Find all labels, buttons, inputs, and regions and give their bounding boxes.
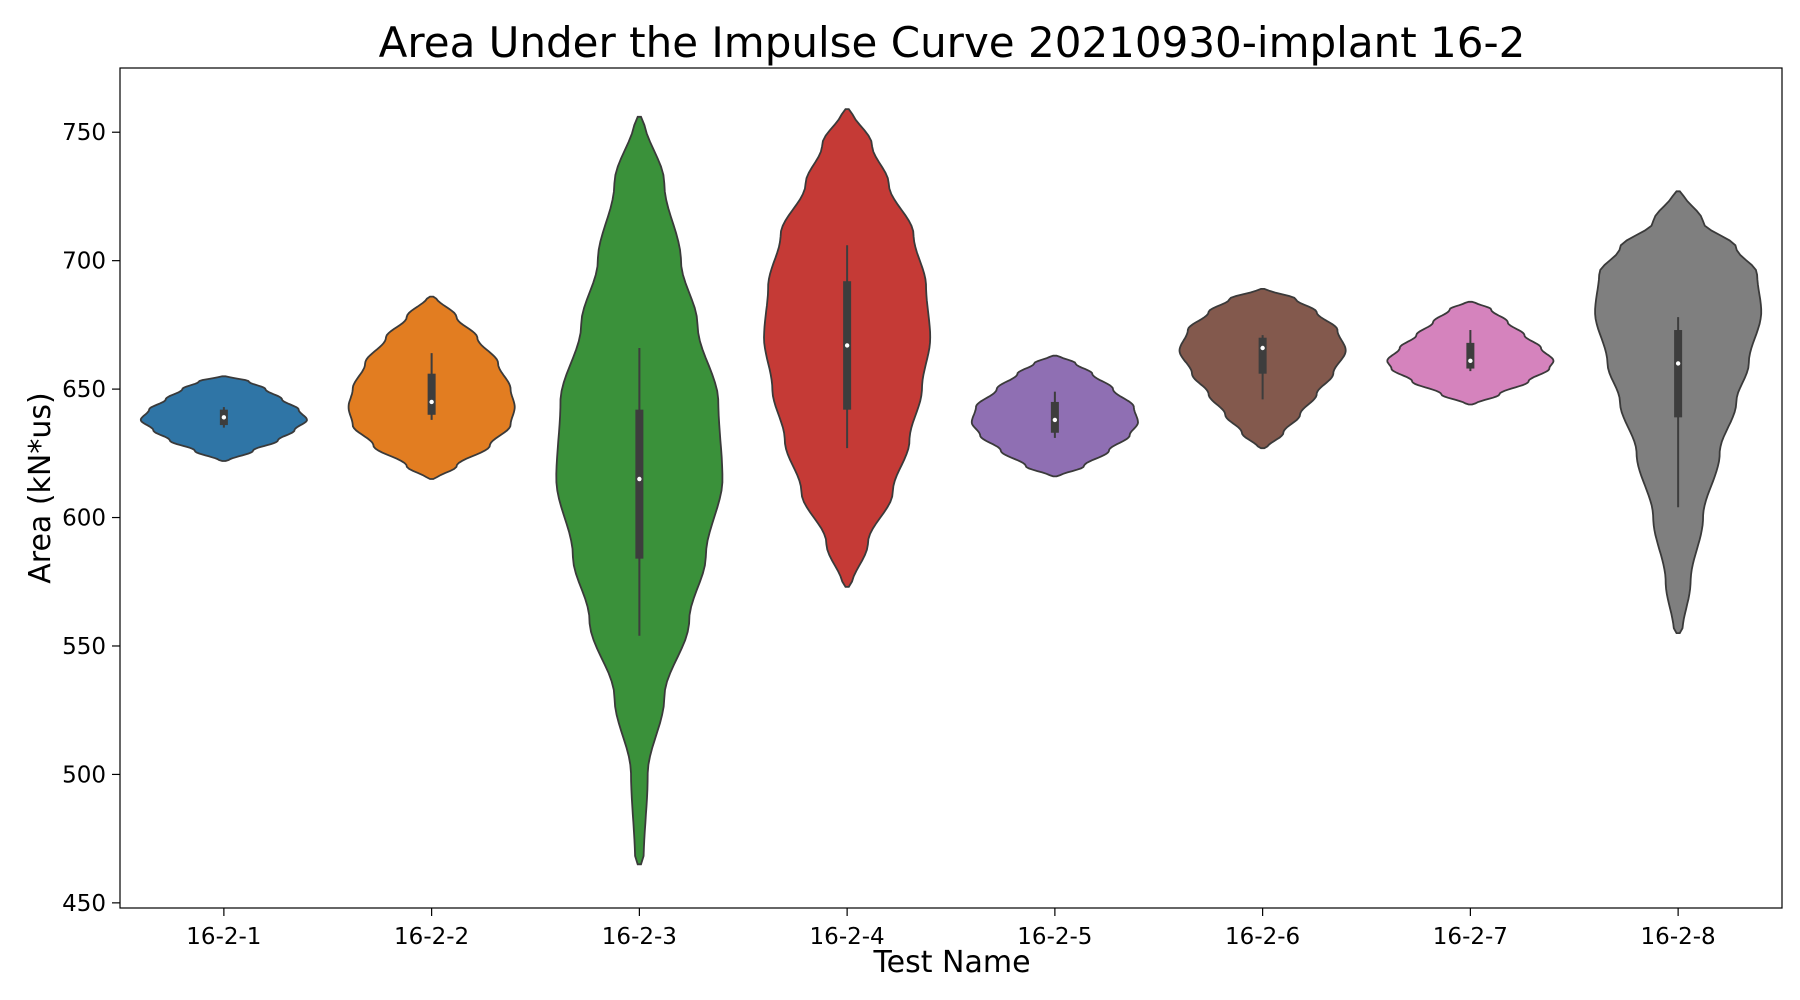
- y-tick-label: 550: [62, 634, 106, 660]
- violin-iqr-box: [427, 373, 436, 415]
- violin-median: [844, 343, 850, 348]
- x-tick-label: 16-2-8: [1641, 924, 1716, 950]
- violin-16-2-5: [970, 354, 1139, 478]
- x-tick-label: 16-2-4: [810, 924, 885, 950]
- plot-frame: [119, 67, 1783, 909]
- violin-16-2-1: [139, 375, 308, 462]
- violin-median: [1675, 361, 1681, 366]
- y-axis: 450 500 550 600 650 700 750: [62, 120, 120, 917]
- violin-16-2-3: [555, 115, 724, 866]
- x-tick-label: 16-2-3: [602, 924, 677, 950]
- y-tick-label: 450: [62, 891, 106, 917]
- violin-16-2-7: [1386, 300, 1555, 406]
- x-tick-label: 16-2-7: [1433, 924, 1508, 950]
- violin-16-2-4: [763, 108, 932, 588]
- violin-iqr-box: [1674, 330, 1683, 418]
- violin-16-2-6: [1178, 288, 1347, 450]
- violin-median: [429, 399, 434, 405]
- y-tick-label: 750: [62, 120, 106, 146]
- y-tick-label: 650: [62, 377, 106, 403]
- violin-median: [1052, 417, 1058, 423]
- violin-iqr-box: [1466, 342, 1475, 369]
- y-tick-label: 600: [62, 506, 106, 532]
- x-axis-label: Test Name: [872, 945, 1030, 980]
- violin-iqr-box: [635, 409, 644, 559]
- y-tick-label: 700: [62, 249, 106, 275]
- x-tick-label: 16-2-5: [1017, 924, 1092, 950]
- violin-iqr-box: [1258, 337, 1267, 374]
- x-tick-label: 16-2-1: [186, 924, 261, 950]
- violin-median: [1468, 358, 1473, 364]
- violin-16-2-8: [1594, 190, 1763, 634]
- chart-title: Area Under the Impulse Curve 20210930-im…: [379, 18, 1526, 67]
- violin-median: [637, 476, 642, 482]
- y-axis-label: Area (kN*us): [23, 392, 58, 583]
- violins: [139, 108, 1763, 866]
- violin-16-2-2: [347, 295, 516, 480]
- y-tick-label: 500: [62, 762, 106, 788]
- violin-iqr-box: [1050, 401, 1059, 433]
- x-axis: 16-2-1 16-2-2 16-2-3 16-2-4 16-2-5 16-2-6 16-2…: [186, 908, 1716, 950]
- violin-median: [1260, 345, 1265, 351]
- x-tick-label: 16-2-6: [1225, 924, 1300, 950]
- violin-median: [221, 415, 227, 420]
- x-tick-label: 16-2-2: [394, 924, 469, 950]
